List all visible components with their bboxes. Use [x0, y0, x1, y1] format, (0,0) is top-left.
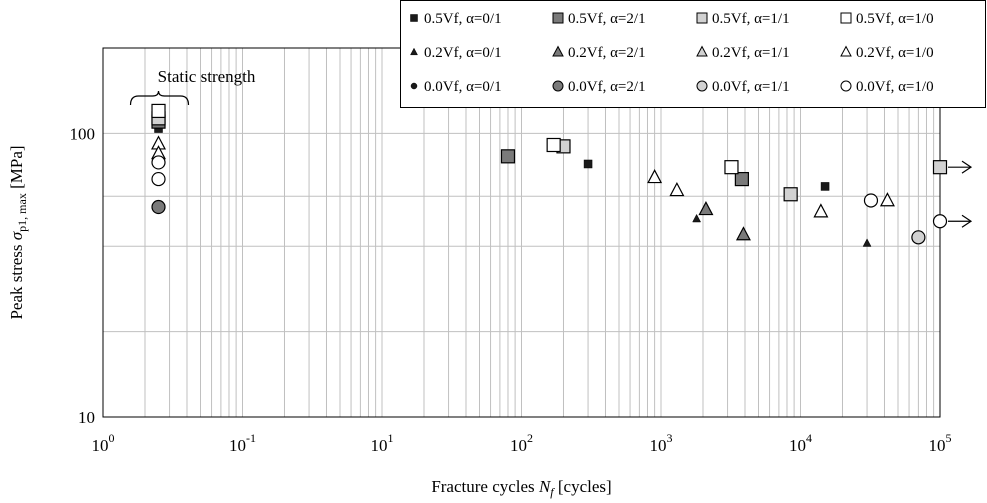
- legend-marker: [552, 80, 564, 92]
- x-tick-label: 105: [929, 431, 952, 455]
- legend-label: 0.2Vf, α=2/1: [568, 45, 646, 61]
- data-point: [151, 103, 166, 119]
- legend-marker: [840, 80, 852, 92]
- legend: 0.5Vf, α=0/1 0.5Vf, α=2/1 0.5Vf, α=1/1 0.5V…: [400, 0, 986, 108]
- data-point: [863, 193, 879, 208]
- legend-label: 0.5Vf, α=0/1: [424, 11, 502, 27]
- legend-marker: [410, 82, 418, 90]
- y-axis-label: Peak stress σp1, max [MPa]: [7, 145, 29, 319]
- data-point: [546, 137, 561, 153]
- y-tick-label: 10: [78, 408, 95, 427]
- data-point: [698, 200, 714, 216]
- x-tick-label: 103: [650, 431, 673, 455]
- data-point: [724, 160, 739, 175]
- legend-label: 0.0Vf, α=2/1: [568, 79, 646, 95]
- data-point: [932, 214, 948, 229]
- static-strength-brace: [129, 90, 190, 106]
- legend-marker: [552, 45, 564, 57]
- runout-arrows: [948, 160, 973, 228]
- data-point: [783, 187, 798, 202]
- x-tick-label: 10-1: [229, 431, 256, 455]
- legend-marker: [840, 45, 852, 57]
- static-strength-label: Static strength: [158, 67, 256, 86]
- data-point: [151, 155, 166, 170]
- data-point: [151, 199, 166, 215]
- data-point: [692, 213, 702, 223]
- data-point: [734, 171, 749, 187]
- data-point: [820, 182, 830, 191]
- legend-marker: [696, 45, 708, 57]
- legend-entry: 0.5Vf, α=0/1: [410, 11, 502, 27]
- legend-label: 0.2Vf, α=0/1: [424, 45, 502, 61]
- legend-entry: 0.0Vf, α=1/1: [696, 79, 790, 95]
- legend-entry: 0.5Vf, α=2/1: [552, 11, 646, 27]
- legend-label: 0.0Vf, α=0/1: [424, 79, 502, 95]
- legend-entry: 0.2Vf, α=0/1: [410, 45, 502, 61]
- legend-marker: [696, 12, 708, 24]
- grid: [103, 48, 940, 417]
- legend-entry: 0.0Vf, α=2/1: [552, 79, 646, 95]
- y-axis-ticks: 10 100: [70, 124, 96, 427]
- legend-entry: 0.2Vf, α=1/1: [696, 45, 790, 61]
- legend-label: 0.2Vf, α=1/1: [712, 45, 790, 61]
- y-tick-label: 100: [70, 124, 96, 143]
- static-strength-annotation: Static strength: [129, 67, 256, 106]
- legend-label: 0.2Vf, α=1/0: [856, 45, 934, 61]
- legend-label: 0.0Vf, α=1/1: [712, 79, 790, 95]
- runout-arrow: [948, 160, 973, 174]
- data-point: [862, 238, 872, 247]
- legend-label: 0.5Vf, α=1/1: [712, 11, 790, 27]
- data-point: [911, 230, 926, 245]
- legend-marker: [696, 80, 708, 92]
- data-point: [583, 159, 593, 169]
- runout-arrow: [948, 214, 973, 228]
- legend-label: 0.0Vf, α=1/0: [856, 79, 934, 95]
- data-point: [669, 181, 685, 197]
- legend-marker: [552, 12, 564, 24]
- legend-box: [400, 0, 986, 108]
- data-point: [500, 149, 516, 164]
- data-point: [647, 169, 663, 184]
- x-axis-label: Fracture cycles Nf [cycles]: [431, 477, 611, 499]
- legend-marker: [410, 47, 418, 56]
- legend-entry: 0.0Vf, α=0/1: [410, 79, 502, 95]
- x-tick-label: 102: [510, 431, 533, 455]
- data-point: [813, 203, 829, 218]
- legend-entry: 0.0Vf, α=1/0: [840, 79, 934, 95]
- data-point: [151, 171, 166, 187]
- legend-entry: 0.5Vf, α=1/1: [696, 11, 790, 27]
- legend-entry: 0.2Vf, α=1/0: [840, 45, 934, 61]
- x-tick-label: 104: [789, 431, 812, 455]
- data-points: [151, 103, 948, 247]
- data-point: [735, 226, 751, 241]
- data-point: [879, 192, 895, 207]
- x-tick-label: 101: [371, 431, 394, 455]
- legend-label: 0.5Vf, α=2/1: [568, 11, 646, 27]
- legend-entry: 0.2Vf, α=2/1: [552, 45, 646, 61]
- legend-label: 0.5Vf, α=1/0: [856, 11, 934, 27]
- legend-entry: 0.5Vf, α=1/0: [840, 11, 934, 27]
- legend-marker: [840, 12, 852, 24]
- data-point: [932, 160, 948, 175]
- legend-marker: [410, 14, 418, 22]
- x-tick-label: 100: [92, 431, 115, 455]
